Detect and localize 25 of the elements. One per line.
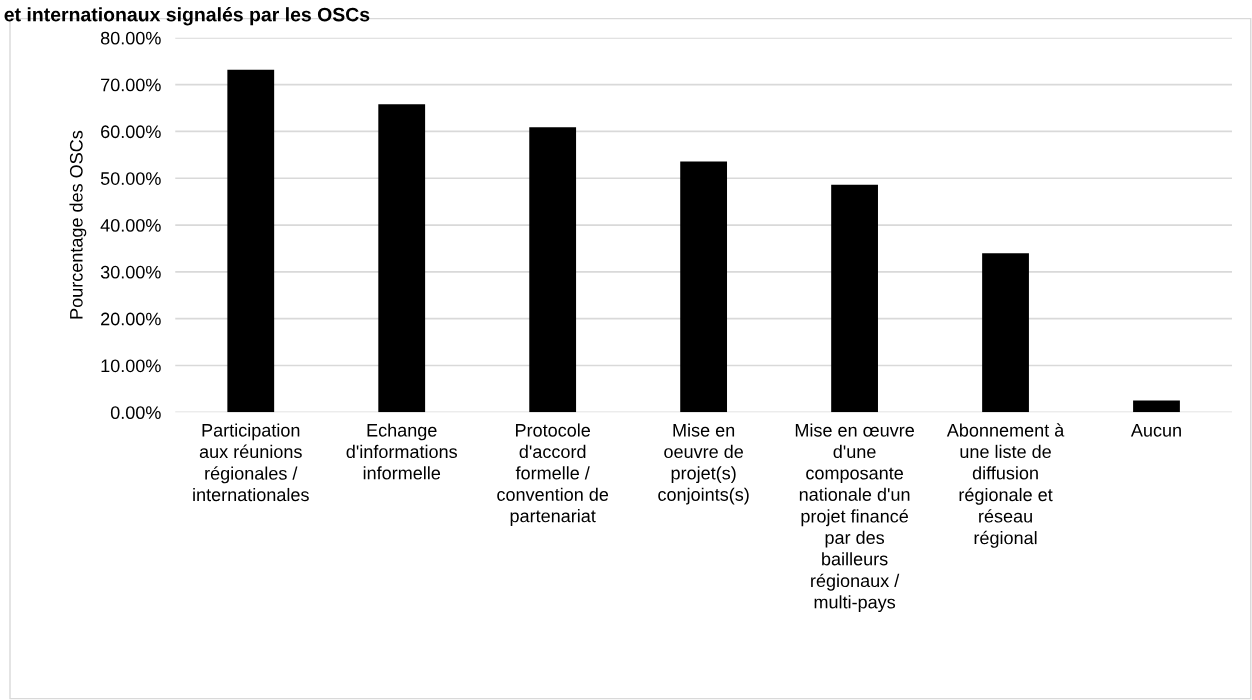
y-tick-label: 0.00% bbox=[110, 406, 161, 420]
y-tick-label: 80.00% bbox=[100, 31, 161, 45]
y-axis-title: Pourcentage des OSCs bbox=[69, 130, 87, 319]
bar bbox=[1133, 400, 1180, 413]
y-tick-label: 40.00% bbox=[100, 218, 161, 232]
y-tick-label: 10.00% bbox=[101, 359, 161, 373]
y-tick-label: 30.00% bbox=[100, 265, 161, 279]
x-tick-label: Echange d'informations informelle bbox=[346, 423, 457, 480]
bar bbox=[680, 161, 728, 413]
bar bbox=[982, 253, 1029, 413]
y-tick-label: 60.00% bbox=[101, 125, 161, 139]
x-tick-label: Abonnement à une liste de diffusion régionale et réseau régional bbox=[946, 423, 1065, 548]
bar bbox=[831, 184, 878, 413]
chart-title: et internationaux signalés par les OSCs bbox=[4, 7, 370, 26]
bar bbox=[529, 127, 577, 413]
x-tick-label: Mise en oeuvre de projet(s) conjoints(s) bbox=[658, 423, 749, 505]
x-tick-label: Participation aux réunions régionales / internationales bbox=[193, 423, 309, 502]
y-tick-label: 50.00% bbox=[100, 172, 161, 185]
y-tick-label: 20.00% bbox=[101, 312, 161, 326]
x-tick-label: Aucun bbox=[1130, 424, 1181, 437]
category-label: Mise en œuvre d'une composante nationale d'un projet financé par des bailleurs régionaux / multi-pays bbox=[795, 423, 914, 613]
bar bbox=[378, 104, 426, 413]
bar bbox=[227, 69, 275, 413]
x-tick-label: Protocole d'accord formelle / convention de partenariat bbox=[497, 423, 609, 526]
y-tick-label: 70.00% bbox=[101, 78, 161, 92]
